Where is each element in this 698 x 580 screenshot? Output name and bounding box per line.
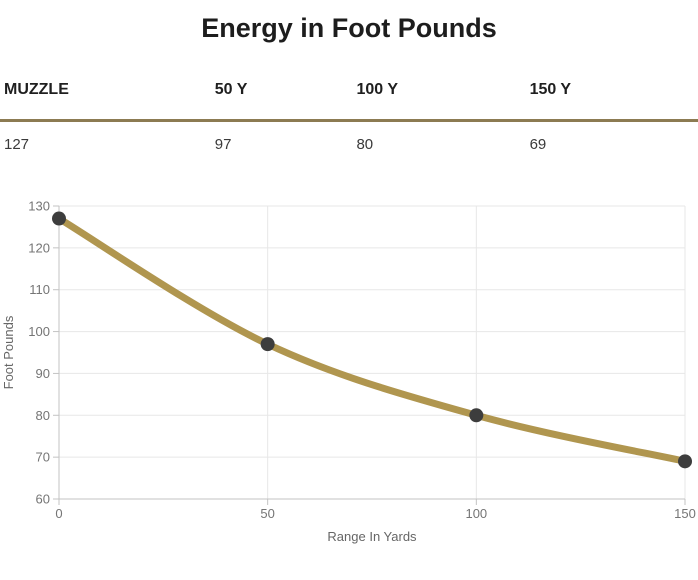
energy-table-header-row: MUZZLE 50 Y 100 Y 150 Y	[0, 81, 698, 122]
energy-table-value-row: 127 97 80 69	[0, 121, 698, 153]
energy-chart-svg: 60 70 80 90 100 110 120 130 0 50 100 150 Foot Pounds…	[1, 199, 696, 545]
table-header-muzzle: MUZZLE	[0, 81, 211, 122]
x-tick-label: 50	[260, 506, 274, 521]
table-header-50y: 50 Y	[210, 81, 353, 122]
table-header-100y: 100 Y	[352, 81, 526, 122]
energy-chart: 60 70 80 90 100 110 120 130 0 50 100 150 Foot Pounds…	[0, 181, 698, 558]
x-tick-label: 150	[674, 506, 696, 521]
y-tick-label: 90	[36, 366, 50, 381]
y-tick-label: 70	[36, 450, 50, 465]
y-axis-title: Foot Pounds	[1, 315, 16, 389]
y-tick-label: 60	[36, 492, 50, 507]
y-tick-label: 130	[28, 199, 50, 214]
table-header-150y: 150 Y	[525, 81, 698, 122]
y-tick-label: 100	[28, 324, 50, 339]
y-tick-label: 120	[28, 240, 50, 255]
y-tick-label: 110	[29, 282, 50, 297]
table-value-100y: 80	[356, 136, 374, 153]
x-tick-label: 0	[55, 506, 62, 521]
chart-point[interactable]	[469, 408, 484, 423]
y-tick-label: 80	[36, 408, 50, 423]
x-axis-title: Range In Yards	[327, 529, 417, 544]
x-tick-label: 100	[465, 506, 487, 521]
chart-point[interactable]	[678, 454, 692, 469]
chart-point[interactable]	[52, 211, 66, 226]
table-value-muzzle: 127	[4, 136, 30, 153]
table-value-150y: 69	[529, 136, 547, 153]
chart-line	[55, 215, 689, 465]
table-value-50y: 97	[214, 136, 232, 153]
chart-point[interactable]	[260, 337, 275, 352]
energy-table: MUZZLE 50 Y 100 Y 150 Y 127 97 80 69	[0, 81, 698, 153]
page-title: Energy in Foot Pounds	[201, 13, 497, 43]
